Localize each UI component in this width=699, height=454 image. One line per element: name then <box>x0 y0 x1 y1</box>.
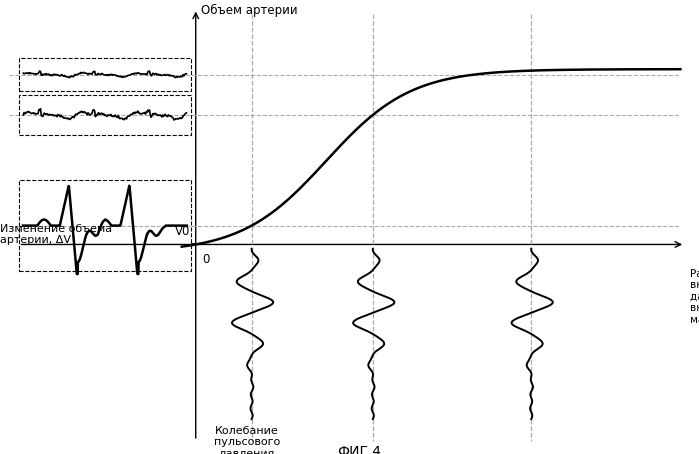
Text: Изменение объема
артерии, ΔV: Изменение объема артерии, ΔV <box>0 223 112 245</box>
Text: Объем артерии: Объем артерии <box>201 5 298 17</box>
Text: V0: V0 <box>175 225 190 238</box>
Text: 0: 0 <box>203 253 210 266</box>
Text: Разность Ptr кровяного
внутреннего и внешнего
давлений = кровяное
внутреннее дав: Разность Ptr кровяного внутреннего и вне… <box>690 269 699 325</box>
Bar <box>19 95 191 134</box>
Text: Колебание
пульсового
давления: Колебание пульсового давления <box>214 426 280 454</box>
Text: ФИГ.4: ФИГ.4 <box>337 445 381 454</box>
Bar <box>19 180 191 271</box>
Bar <box>19 58 191 91</box>
